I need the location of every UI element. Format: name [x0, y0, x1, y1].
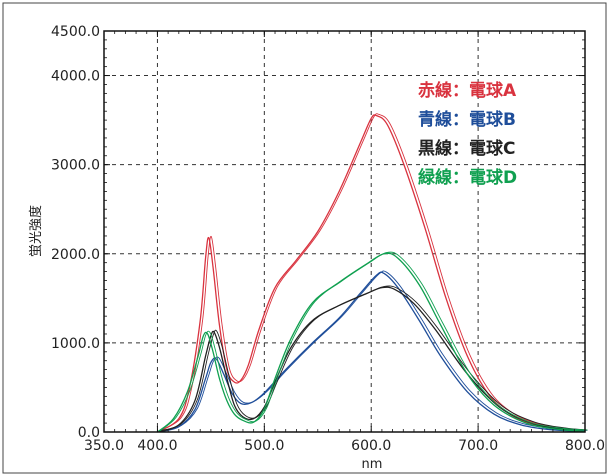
tick-marks [103, 30, 586, 433]
legend-prefix: 緑線 [418, 167, 452, 188]
legend-separator: ： [452, 81, 469, 101]
legend-entry-4: 緑線：電球D [418, 167, 517, 188]
legend-prefix: 青線 [418, 109, 452, 130]
grid-lines [104, 31, 585, 432]
y-tick-label: 2000.0 [51, 247, 100, 263]
legend-entry-2: 青線：電球B [418, 109, 516, 130]
x-tick-label: 800.0 [565, 438, 605, 454]
y-axis-label: 蛍光強度 [28, 205, 44, 257]
y-tick-label: 4000.0 [51, 69, 100, 85]
series-line-2-trace [159, 270, 588, 432]
series-layer [157, 113, 588, 433]
legend-entry-3: 黒線：電球C [418, 138, 515, 159]
x-tick-label: 700.0 [458, 438, 498, 454]
legend-separator: ： [452, 168, 469, 188]
series-line-4-trace [159, 251, 588, 432]
legend-prefix: 黒線 [418, 138, 452, 159]
tick-labels: 350.0 400.0 500.0 600.0 700.0 800.0 0.0 1000.0 2… [51, 24, 605, 454]
series-line-2 [157, 271, 586, 433]
legend-label: 電球A [469, 81, 517, 101]
legend-entry-1: 赤線：電球A [418, 80, 517, 101]
x-axis-label: nm [362, 457, 383, 472]
legend-label: 電球D [469, 168, 517, 188]
legend-label: 電球B [469, 110, 516, 130]
x-tick-label: 400.0 [137, 438, 177, 454]
legend-separator: ： [452, 110, 469, 130]
legend-prefix: 赤線 [418, 80, 452, 101]
legend-label: 電球C [469, 139, 515, 159]
series-line-3-trace [159, 285, 588, 432]
x-tick-label: 600.0 [351, 438, 391, 454]
plot-border [103, 30, 586, 433]
y-tick-label: 0.0 [78, 425, 100, 441]
x-tick-label: 350.0 [84, 438, 124, 454]
y-tick-label: 4500.0 [51, 24, 100, 40]
legend-separator: ： [452, 139, 469, 159]
y-tick-label: 1000.0 [51, 336, 100, 352]
x-tick-label: 500.0 [244, 438, 284, 454]
y-tick-label: 3000.0 [51, 158, 100, 174]
series-line-1-trace [159, 113, 588, 432]
series-line-4 [157, 252, 586, 433]
